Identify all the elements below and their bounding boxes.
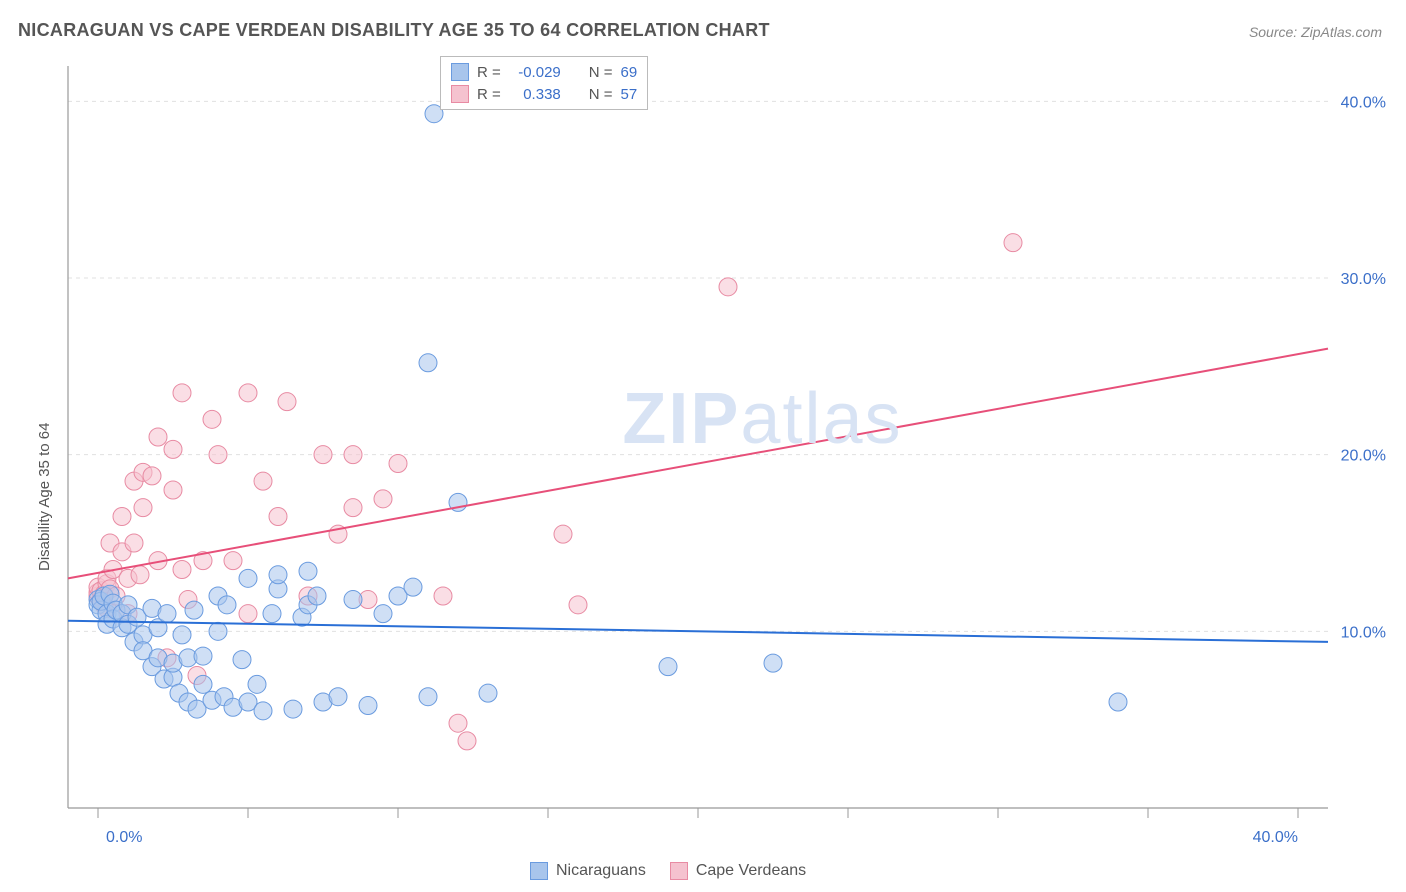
- series1-point: [479, 684, 497, 702]
- series1-point: [194, 647, 212, 665]
- r-label-2: R =: [477, 86, 501, 103]
- series1-point: [173, 626, 191, 644]
- series2-point: [131, 566, 149, 584]
- series2-point: [1004, 234, 1022, 252]
- source-attribution: Source: ZipAtlas.com: [1249, 24, 1382, 40]
- series2-name: Cape Verdeans: [696, 862, 806, 880]
- series1-point: [233, 651, 251, 669]
- series1-point: [404, 578, 422, 596]
- series2-point: [173, 384, 191, 402]
- series2-point: [344, 446, 362, 464]
- scatter-chart-svg: 10.0% 20.0% 30.0% 40.0% 0.0% 40.0%: [18, 52, 1388, 892]
- plot-area: 10.0% 20.0% 30.0% 40.0% 0.0% 40.0% Disability…: [18, 52, 1388, 892]
- series1-point: [659, 658, 677, 676]
- series-legend: Nicaraguans Cape Verdeans: [530, 862, 806, 880]
- series1-point: [299, 562, 317, 580]
- y-tick-label: 40.0%: [1341, 94, 1386, 111]
- series2-point: [149, 428, 167, 446]
- n-value-2: 57: [621, 86, 638, 103]
- series2-point: [314, 446, 332, 464]
- series2-point: [269, 508, 287, 526]
- y-axis-label: Disability Age 35 to 64: [36, 422, 53, 570]
- series2-point: [344, 499, 362, 517]
- legend-item-2: Cape Verdeans: [670, 862, 806, 880]
- source-label: Source:: [1249, 24, 1297, 40]
- x-tick-label: 0.0%: [106, 829, 142, 846]
- series1-point: [359, 697, 377, 715]
- r-value-2: 0.338: [509, 86, 561, 103]
- series1-point: [764, 654, 782, 672]
- series2-point: [239, 384, 257, 402]
- series2-point: [434, 587, 452, 605]
- r-label-1: R =: [477, 64, 501, 81]
- legend-item-1: Nicaraguans: [530, 862, 646, 880]
- series1-point: [308, 587, 326, 605]
- series2-point: [143, 467, 161, 485]
- series1-point: [248, 675, 266, 693]
- series2-point: [164, 481, 182, 499]
- series1-point: [254, 702, 272, 720]
- stats-legend: R = -0.029 N = 69 R = 0.338 N = 57: [440, 56, 648, 110]
- series2-point: [173, 561, 191, 579]
- series2-point: [113, 508, 131, 526]
- series1-point: [419, 688, 437, 706]
- series2-point: [209, 446, 227, 464]
- stats-legend-row-1: R = -0.029 N = 69: [451, 61, 637, 83]
- series1-point: [1109, 693, 1127, 711]
- series2-point: [278, 393, 296, 411]
- series1-point: [158, 605, 176, 623]
- series2-point: [389, 455, 407, 473]
- series1-point: [239, 569, 257, 587]
- series2-point: [374, 490, 392, 508]
- y-tick-label: 10.0%: [1341, 624, 1386, 641]
- series2-swatch-bottom: [670, 862, 688, 880]
- series2-point: [125, 534, 143, 552]
- x-tick-label: 40.0%: [1253, 829, 1298, 846]
- series1-trendline: [68, 621, 1328, 642]
- source-name: ZipAtlas.com: [1301, 24, 1382, 40]
- y-tick-label: 30.0%: [1341, 271, 1386, 288]
- series2-point: [569, 596, 587, 614]
- stats-legend-row-2: R = 0.338 N = 57: [451, 83, 637, 105]
- series1-point: [194, 675, 212, 693]
- series2-point: [203, 410, 221, 428]
- y-tick-label: 20.0%: [1341, 448, 1386, 465]
- series2-swatch: [451, 85, 469, 103]
- series2-point: [164, 440, 182, 458]
- series1-point: [269, 566, 287, 584]
- n-label-2: N =: [589, 86, 613, 103]
- series2-trendline: [68, 349, 1328, 579]
- series1-point: [218, 596, 236, 614]
- series2-point: [554, 525, 572, 543]
- series2-point: [458, 732, 476, 750]
- series1-point: [185, 601, 203, 619]
- series2-point: [449, 714, 467, 732]
- r-value-1: -0.029: [509, 64, 561, 81]
- series2-point: [239, 605, 257, 623]
- series2-point: [134, 499, 152, 517]
- n-value-1: 69: [621, 64, 638, 81]
- series1-point: [209, 622, 227, 640]
- chart-title: NICARAGUAN VS CAPE VERDEAN DISABILITY AG…: [18, 20, 770, 41]
- series1-point: [374, 605, 392, 623]
- series1-point: [329, 688, 347, 706]
- series2-point: [719, 278, 737, 296]
- series1-point: [344, 591, 362, 609]
- series1-point: [263, 605, 281, 623]
- series2-point: [254, 472, 272, 490]
- series2-point: [224, 552, 242, 570]
- series1-name: Nicaraguans: [556, 862, 646, 880]
- series1-point: [284, 700, 302, 718]
- series1-swatch: [451, 63, 469, 81]
- series1-swatch-bottom: [530, 862, 548, 880]
- n-label-1: N =: [589, 64, 613, 81]
- series1-point: [419, 354, 437, 372]
